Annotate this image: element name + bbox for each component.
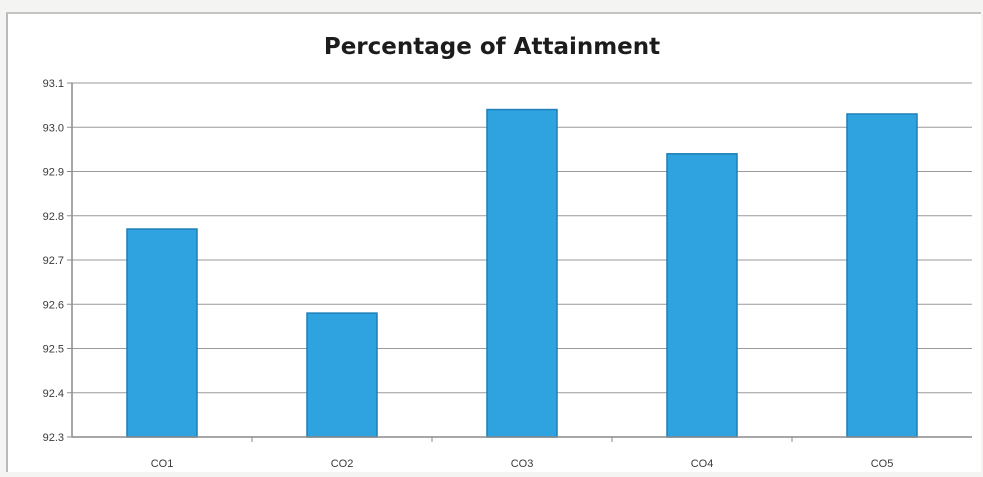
y-tick-label: 92.4 <box>43 388 64 400</box>
bar-co1 <box>126 228 198 438</box>
bar-co5 <box>846 113 918 438</box>
x-category-label: CO5 <box>871 458 894 470</box>
y-tick-label: 92.6 <box>43 299 64 311</box>
y-tick-label: 92.5 <box>43 344 64 356</box>
bar-co2 <box>306 312 378 438</box>
bars <box>126 108 918 438</box>
y-axis-tick-labels: 92.3 92.4 92.5 92.6 92.7 92.8 92.9 93.0 93.1 <box>43 78 72 444</box>
y-tick-label: 93.1 <box>43 78 64 90</box>
chart-title: Percentage of Attainment <box>324 34 660 60</box>
y-tick-label: 92.7 <box>43 255 64 267</box>
y-tick-label: 92.9 <box>43 167 64 179</box>
bar-co3 <box>486 108 558 438</box>
x-axis-category-labels: CO1 CO2 CO3 CO4 CO5 <box>151 437 894 470</box>
y-tick-label: 93.0 <box>43 122 64 134</box>
x-category-label: CO4 <box>691 458 714 470</box>
x-category-label: CO1 <box>151 458 174 470</box>
bar-co4 <box>666 153 738 438</box>
y-tick-label: 92.8 <box>43 211 64 223</box>
x-category-label: CO3 <box>511 458 534 470</box>
x-category-label: CO2 <box>331 458 354 470</box>
y-tick-label: 92.3 <box>43 432 64 444</box>
